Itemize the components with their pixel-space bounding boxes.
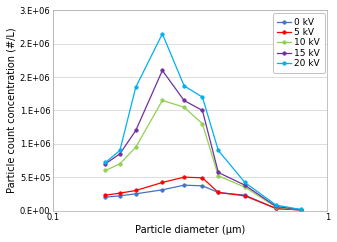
Line: 0 kV: 0 kV	[104, 183, 303, 212]
15 kV	[182, 99, 186, 102]
10 kV	[274, 206, 278, 209]
20 kV	[274, 204, 278, 207]
15 kV	[118, 152, 122, 155]
0 kV	[274, 207, 278, 210]
10 kV	[103, 169, 108, 172]
20 kV	[216, 149, 220, 152]
5 kV	[216, 191, 220, 194]
5 kV	[274, 207, 278, 210]
0 kV	[201, 184, 205, 187]
10 kV	[160, 99, 164, 102]
20 kV	[118, 149, 122, 152]
10 kV	[201, 122, 205, 125]
15 kV	[134, 129, 138, 132]
5 kV	[299, 209, 303, 212]
15 kV	[216, 171, 220, 174]
5 kV	[182, 176, 186, 179]
5 kV	[134, 189, 138, 192]
20 kV	[103, 161, 108, 164]
Line: 5 kV: 5 kV	[104, 175, 303, 212]
0 kV	[118, 194, 122, 197]
Line: 20 kV: 20 kV	[104, 32, 303, 211]
20 kV	[134, 86, 138, 89]
15 kV	[243, 184, 247, 187]
15 kV	[160, 69, 164, 72]
10 kV	[182, 106, 186, 109]
15 kV	[103, 162, 108, 165]
10 kV	[299, 208, 303, 211]
Legend: 0 kV, 5 kV, 10 kV, 15 kV, 20 kV: 0 kV, 5 kV, 10 kV, 15 kV, 20 kV	[273, 13, 325, 73]
20 kV	[201, 96, 205, 98]
5 kV	[201, 176, 205, 179]
0 kV	[182, 184, 186, 187]
10 kV	[134, 146, 138, 149]
Y-axis label: Particle count concentration (#/L): Particle count concentration (#/L)	[7, 28, 17, 193]
20 kV	[243, 181, 247, 184]
0 kV	[134, 192, 138, 195]
10 kV	[118, 162, 122, 165]
20 kV	[160, 32, 164, 35]
0 kV	[216, 191, 220, 194]
5 kV	[243, 194, 247, 197]
15 kV	[299, 208, 303, 211]
20 kV	[182, 84, 186, 87]
Line: 15 kV: 15 kV	[104, 69, 303, 212]
20 kV	[299, 208, 303, 211]
Line: 10 kV: 10 kV	[104, 99, 303, 212]
0 kV	[103, 196, 108, 199]
10 kV	[243, 186, 247, 189]
15 kV	[201, 109, 205, 112]
5 kV	[118, 192, 122, 195]
X-axis label: Particle diameter (μm): Particle diameter (μm)	[135, 225, 245, 235]
10 kV	[216, 174, 220, 177]
0 kV	[243, 194, 247, 197]
5 kV	[103, 194, 108, 197]
15 kV	[274, 205, 278, 208]
0 kV	[299, 209, 303, 212]
5 kV	[160, 181, 164, 184]
0 kV	[160, 188, 164, 191]
